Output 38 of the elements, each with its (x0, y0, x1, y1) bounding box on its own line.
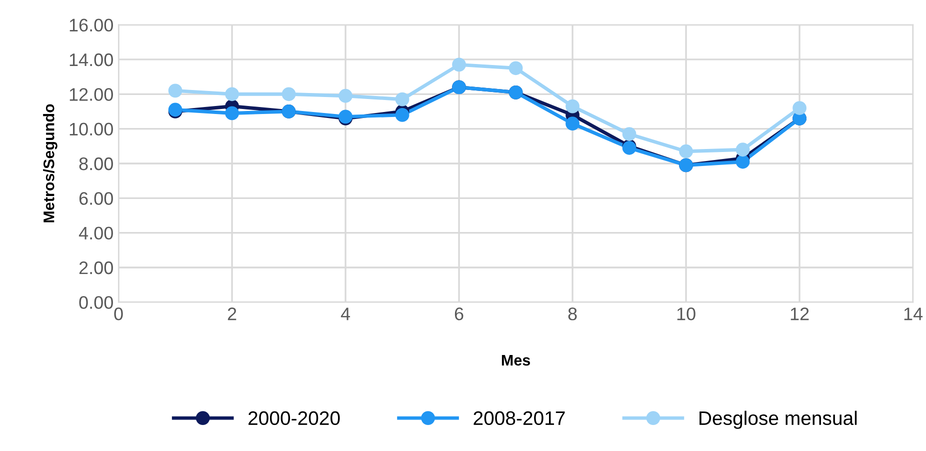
point (168, 84, 182, 98)
x-tick-label: 12 (790, 308, 809, 320)
y-tick-label: 14.00 (70, 53, 113, 66)
point (566, 99, 580, 114)
x-tick-label: 10 (677, 308, 696, 320)
y-axis-title: Metros/Segundo (43, 104, 58, 222)
x-tick-label: 0 (114, 308, 123, 320)
point (395, 108, 410, 122)
y-tick-label: 6.00 (79, 192, 113, 205)
x-tick-label: 8 (568, 308, 577, 320)
y-tick-label: 10.00 (70, 122, 113, 136)
x-tick-label: 2 (228, 308, 236, 320)
point (736, 142, 750, 157)
y-tick-label: 0.00 (79, 296, 113, 309)
point (622, 127, 636, 141)
legend-label: 2000-2020 (248, 411, 340, 426)
legend-label: Desglose mensual (700, 410, 857, 429)
y-tick-label: 2.00 (79, 261, 113, 274)
point (679, 144, 693, 158)
x-tick-label: 4 (340, 308, 350, 320)
point (225, 106, 239, 120)
point (792, 101, 806, 115)
point (508, 61, 523, 76)
point (395, 92, 410, 106)
y-tick-label: 4.00 (78, 226, 113, 240)
x-axis-title: Mes (502, 354, 530, 366)
x-tick-label: 6 (454, 308, 464, 320)
point (452, 58, 466, 72)
point (225, 87, 239, 102)
legend-label: 2008-2017 (474, 411, 565, 426)
point (566, 116, 580, 131)
y-tick-label: 8.00 (79, 157, 113, 170)
y-tick-label: 16.00 (70, 18, 113, 32)
y-tick-label: 12.00 (70, 88, 113, 101)
x-tick-label: 14 (904, 308, 923, 320)
point (338, 88, 352, 103)
point (736, 154, 750, 169)
point (282, 87, 296, 102)
